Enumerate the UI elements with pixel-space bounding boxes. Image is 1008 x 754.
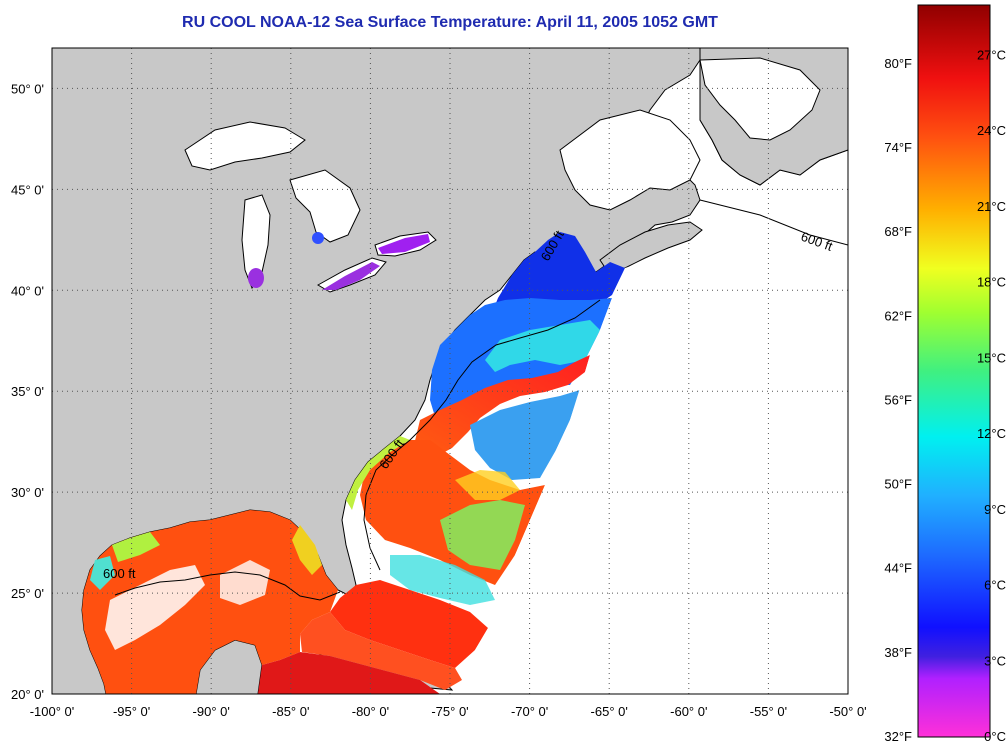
lake-superior	[184, 121, 306, 171]
gulf-st-lawrence	[559, 109, 701, 211]
lat-tick-label: 30° 0'	[11, 485, 44, 500]
colorbar	[917, 4, 991, 738]
celsius-tick-label: 15°C	[977, 350, 1006, 365]
lake-ontario-cold-pixels	[378, 234, 430, 254]
lake-huron	[289, 169, 361, 243]
fahrenheit-tick-label: 44°F	[884, 561, 912, 576]
celsius-tick-label: 21°C	[977, 199, 1006, 214]
lon-tick-label: -100° 0'	[30, 704, 75, 719]
fahrenheit-tick-label: 68°F	[884, 224, 912, 239]
lon-tick-label: -55° 0'	[750, 704, 787, 719]
lon-tick-label: -85° 0'	[272, 704, 309, 719]
lon-tick-label: -95° 0'	[113, 704, 150, 719]
fahrenheit-tick-label: 38°F	[884, 645, 912, 660]
lake-erie-cold-pixels	[322, 262, 380, 290]
isobath-label: 600 ft	[103, 566, 136, 581]
lon-tick-label: -50° 0'	[829, 704, 866, 719]
celsius-tick-label: 3°C	[984, 653, 1006, 668]
fahrenheit-tick-label: 80°F	[884, 56, 912, 71]
celsius-tick-label: 27°C	[977, 47, 1006, 62]
colorbar-labels: 0°C 3°C 6°C 9°C 12°C 15°C 18°C 21°C 24°C 27°C 32°F…	[884, 47, 1006, 744]
lat-tick-label: 40° 0'	[11, 283, 44, 298]
map-title: RU COOL NOAA-12 Sea Surface Temperature:…	[182, 14, 718, 31]
celsius-tick-label: 0°C	[984, 729, 1006, 744]
swath-edge-no-data	[452, 200, 848, 694]
lake-michigan-cold-pixels	[248, 268, 264, 288]
lon-tick-label: -70° 0'	[511, 704, 548, 719]
sst-swath	[82, 232, 625, 694]
map-frame	[51, 47, 849, 695]
celsius-tick-label: 18°C	[977, 275, 1006, 290]
lat-tick-label: 50° 0'	[11, 81, 44, 96]
celsius-tick-label: 24°C	[977, 123, 1006, 138]
lat-tick-label: 20° 0'	[11, 687, 44, 702]
lon-tick-label: -90° 0'	[193, 704, 230, 719]
axis-labels: -100° 0' -95° 0' -90° 0' -85° 0' -80° 0' -75°…	[11, 81, 867, 719]
fahrenheit-tick-label: 50°F	[884, 477, 912, 492]
lon-tick-label: -60° 0'	[670, 704, 707, 719]
lat-tick-label: 25° 0'	[11, 586, 44, 601]
lake-huron-cold-pixels	[312, 232, 324, 244]
fahrenheit-tick-label: 74°F	[884, 140, 912, 155]
fahrenheit-tick-label: 62°F	[884, 308, 912, 323]
lat-tick-label: 35° 0'	[11, 384, 44, 399]
lon-tick-label: -75° 0'	[431, 704, 468, 719]
celsius-tick-label: 6°C	[984, 578, 1006, 593]
lon-tick-label: -65° 0'	[591, 704, 628, 719]
fahrenheit-tick-label: 32°F	[884, 729, 912, 744]
lon-tick-label: -80° 0'	[352, 704, 389, 719]
lat-tick-label: 45° 0'	[11, 182, 44, 197]
celsius-tick-label: 9°C	[984, 502, 1006, 517]
celsius-tick-label: 12°C	[977, 426, 1006, 441]
isobath-600ft	[114, 199, 848, 601]
fahrenheit-tick-label: 56°F	[884, 392, 912, 407]
